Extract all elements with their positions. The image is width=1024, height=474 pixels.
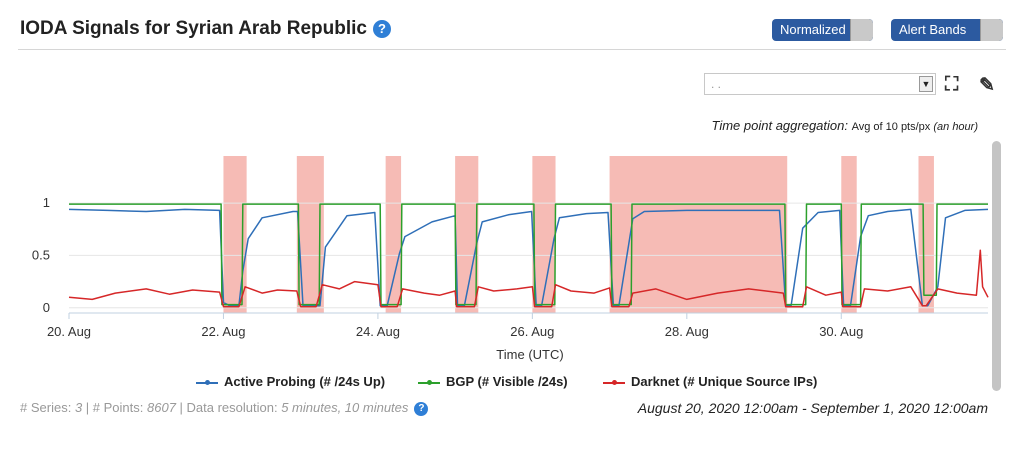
legend-label: Darknet (# Unique Source IPs) bbox=[631, 374, 818, 389]
points-count: 8607 bbox=[147, 400, 176, 415]
alert-band bbox=[455, 156, 479, 313]
header-divider bbox=[18, 49, 1006, 50]
vertical-scrollbar[interactable] bbox=[992, 141, 1001, 391]
legend-label: Active Probing (# /24s Up) bbox=[224, 374, 386, 389]
toggle-knob bbox=[850, 19, 873, 41]
x-tick-label: 24. Aug bbox=[356, 324, 400, 339]
y-tick-label: 0.5 bbox=[32, 247, 50, 262]
alert-band bbox=[532, 156, 556, 313]
series-count: 3 bbox=[74, 400, 83, 415]
aggregation-value: Avg of 10 pts/px bbox=[851, 121, 931, 133]
legend-swatch bbox=[418, 379, 440, 385]
help-icon[interactable]: ? bbox=[414, 401, 429, 416]
series-select[interactable]: . . ▼ bbox=[704, 73, 936, 95]
x-tick-label: 28. Aug bbox=[665, 324, 709, 339]
x-tick-label: 26. Aug bbox=[510, 324, 554, 339]
alert-band bbox=[385, 156, 402, 313]
series-stats: # Series: 3 | # Points: 8607 | Data reso… bbox=[20, 400, 429, 416]
aggregation-label: Time point aggregation: bbox=[711, 118, 848, 133]
aggregation-info: Time point aggregation: Avg of 10 pts/px… bbox=[712, 118, 978, 133]
alert-band bbox=[223, 156, 247, 313]
y-tick-label: 1 bbox=[43, 195, 50, 210]
legend-swatch bbox=[196, 379, 218, 385]
toggle-knob bbox=[980, 19, 1003, 41]
series-count-label: # Series: bbox=[20, 400, 72, 415]
normalized-toggle[interactable]: Normalized bbox=[772, 19, 873, 41]
alert-bands-toggle-label: Alert Bands bbox=[899, 22, 967, 37]
series-line bbox=[68, 249, 989, 308]
points-count-label: # Points: bbox=[92, 400, 144, 415]
series-select-value: . . bbox=[711, 77, 722, 91]
y-axis-ticks: 00.51 bbox=[32, 195, 50, 315]
series-line bbox=[69, 203, 988, 306]
x-axis-ticks: 20. Aug 22. Aug 24. Aug 26. Aug 28. Aug 30. A… bbox=[47, 313, 863, 339]
help-icon[interactable]: ? bbox=[373, 19, 391, 38]
legend-item-darknet[interactable]: Darknet (# Unique Source IPs) bbox=[603, 374, 817, 389]
legend-item-active-probing[interactable]: Active Probing (# /24s Up) bbox=[196, 374, 385, 389]
alert-bands-toggle[interactable]: Alert Bands bbox=[891, 19, 1003, 41]
chevron-down-icon: ▼ bbox=[919, 76, 933, 92]
resolution-value: 5 minutes, 10 minutes bbox=[281, 400, 409, 415]
x-tick-label: 22. Aug bbox=[201, 324, 245, 339]
edit-icon[interactable]: ✎ bbox=[979, 75, 995, 96]
page-title: IODA Signals for Syrian Arab Republic? bbox=[20, 18, 391, 40]
y-tick-label: 0 bbox=[43, 300, 50, 315]
x-axis-label: Time (UTC) bbox=[496, 347, 563, 362]
aggregation-unit: (an hour) bbox=[933, 121, 978, 133]
page-title-text: IODA Signals for Syrian Arab Republic bbox=[20, 18, 367, 39]
date-range: August 20, 2020 12:00am - September 1, 2… bbox=[637, 400, 988, 416]
alert-band bbox=[841, 156, 857, 313]
legend-label: BGP (# Visible /24s) bbox=[446, 374, 568, 389]
alert-band bbox=[918, 156, 934, 313]
legend-swatch bbox=[603, 379, 625, 385]
legend-item-bgp[interactable]: BGP (# Visible /24s) bbox=[418, 374, 568, 389]
expand-icon[interactable]: ⛶ bbox=[945, 74, 959, 95]
x-tick-label: 20. Aug bbox=[47, 324, 91, 339]
normalized-toggle-label: Normalized bbox=[780, 22, 846, 37]
series-lines bbox=[68, 203, 989, 308]
alert-bands bbox=[223, 156, 934, 313]
x-tick-label: 30. Aug bbox=[819, 324, 863, 339]
alert-band bbox=[609, 156, 788, 313]
resolution-label: Data resolution: bbox=[186, 400, 278, 415]
